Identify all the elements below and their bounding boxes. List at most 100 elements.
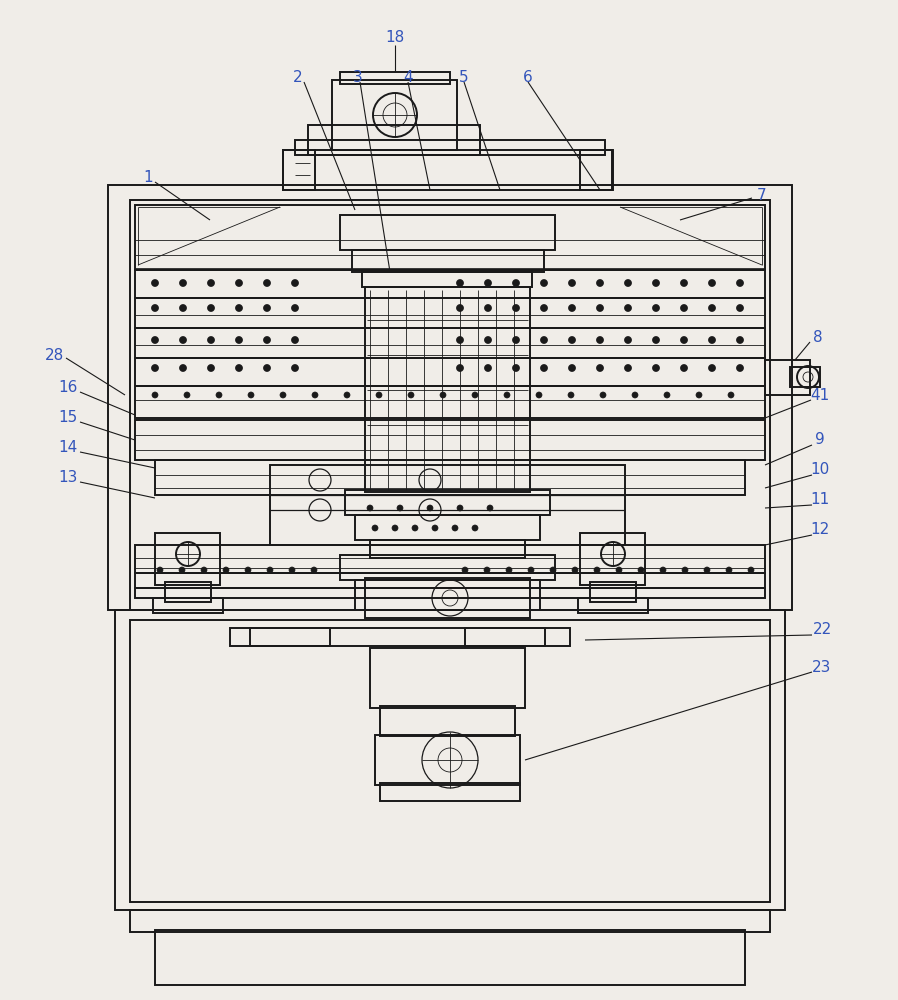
Bar	[135, 205, 765, 270]
Circle shape	[180, 336, 187, 344]
Circle shape	[572, 567, 578, 573]
Circle shape	[596, 364, 603, 371]
Circle shape	[624, 364, 631, 371]
Bar	[340, 72, 450, 84]
Circle shape	[624, 336, 631, 344]
Circle shape	[709, 304, 716, 312]
Text: 41: 41	[810, 387, 830, 402]
Circle shape	[736, 336, 744, 344]
Circle shape	[408, 392, 414, 398]
Bar	[135, 545, 765, 573]
Circle shape	[457, 505, 463, 511]
Circle shape	[484, 567, 490, 573]
Bar	[165, 582, 211, 602]
Bar	[765, 360, 810, 395]
Bar	[578, 598, 648, 613]
Text: 15: 15	[58, 410, 77, 426]
Circle shape	[312, 392, 318, 398]
Bar	[295, 140, 605, 155]
Text: 23: 23	[813, 660, 832, 676]
Bar	[270, 465, 625, 545]
Circle shape	[541, 304, 548, 312]
Text: 8: 8	[814, 330, 823, 346]
Circle shape	[568, 279, 576, 286]
Circle shape	[696, 392, 702, 398]
Circle shape	[681, 336, 688, 344]
Circle shape	[541, 279, 548, 286]
Circle shape	[709, 364, 716, 371]
Circle shape	[624, 279, 631, 286]
Circle shape	[427, 505, 433, 511]
Circle shape	[440, 392, 446, 398]
Bar	[308, 125, 480, 155]
Circle shape	[432, 525, 438, 531]
Text: 22: 22	[813, 622, 832, 638]
Bar	[135, 298, 765, 328]
Bar	[365, 578, 530, 618]
Bar	[375, 735, 520, 785]
Circle shape	[280, 392, 286, 398]
Text: 18: 18	[385, 30, 405, 45]
Circle shape	[263, 279, 270, 286]
Circle shape	[632, 392, 638, 398]
Circle shape	[485, 336, 491, 344]
Circle shape	[412, 525, 418, 531]
Bar	[283, 150, 315, 190]
Circle shape	[568, 336, 576, 344]
Circle shape	[485, 279, 491, 286]
Circle shape	[201, 567, 207, 573]
Circle shape	[568, 392, 574, 398]
Circle shape	[344, 392, 350, 398]
Circle shape	[207, 364, 215, 371]
Bar	[370, 540, 525, 558]
Circle shape	[653, 279, 659, 286]
Bar	[362, 272, 532, 287]
Circle shape	[472, 525, 478, 531]
Circle shape	[541, 364, 548, 371]
Bar	[230, 628, 570, 646]
Circle shape	[736, 364, 744, 371]
Circle shape	[184, 392, 190, 398]
Bar	[590, 582, 636, 602]
Circle shape	[152, 392, 158, 398]
Circle shape	[462, 567, 468, 573]
Circle shape	[292, 364, 298, 371]
Circle shape	[367, 505, 373, 511]
Circle shape	[152, 336, 159, 344]
Bar	[340, 215, 555, 250]
Bar	[355, 515, 540, 540]
Circle shape	[207, 304, 215, 312]
Bar	[345, 490, 550, 515]
Circle shape	[235, 304, 242, 312]
Circle shape	[748, 567, 754, 573]
Circle shape	[681, 304, 688, 312]
Text: 3: 3	[353, 70, 363, 86]
Bar	[135, 386, 765, 418]
Text: 28: 28	[46, 348, 65, 362]
Circle shape	[541, 336, 548, 344]
Circle shape	[596, 279, 603, 286]
Circle shape	[452, 525, 458, 531]
Text: 14: 14	[58, 440, 77, 456]
Circle shape	[152, 304, 159, 312]
Circle shape	[152, 279, 159, 286]
Circle shape	[596, 336, 603, 344]
Circle shape	[267, 567, 273, 573]
Text: 1: 1	[143, 170, 153, 186]
Circle shape	[528, 567, 534, 573]
Circle shape	[506, 567, 512, 573]
Bar	[135, 270, 765, 298]
Circle shape	[736, 304, 744, 312]
Circle shape	[372, 525, 378, 531]
Circle shape	[180, 279, 187, 286]
Circle shape	[681, 364, 688, 371]
Bar	[465, 628, 545, 646]
Circle shape	[152, 364, 159, 371]
Circle shape	[513, 364, 520, 371]
Circle shape	[638, 567, 644, 573]
Bar	[135, 573, 765, 588]
Bar	[135, 358, 765, 386]
Bar	[155, 930, 745, 985]
Circle shape	[235, 279, 242, 286]
Bar	[370, 648, 525, 708]
